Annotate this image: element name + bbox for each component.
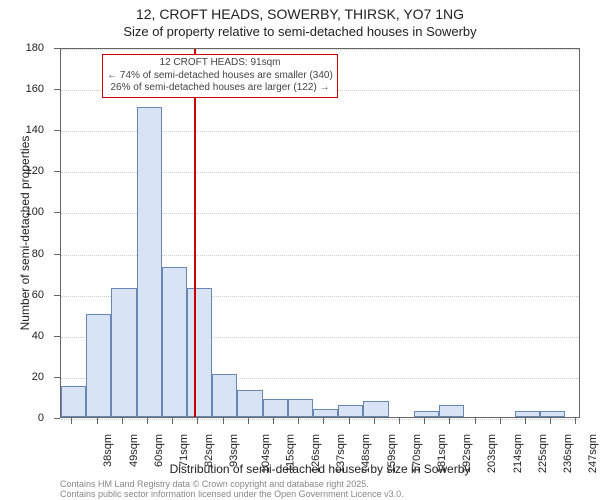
y-tick [54,254,60,255]
gridline-h [61,49,579,50]
x-tick-label: 137sqm [335,434,347,473]
y-axis-label: Number of semi-detached properties [18,48,32,418]
x-tick [424,418,425,424]
y-tick [54,377,60,378]
x-tick [248,418,249,424]
x-tick [575,418,576,424]
x-tick [323,418,324,424]
histogram-bar [338,405,363,417]
x-tick-label: 104sqm [260,434,272,473]
histogram-bar [86,314,111,417]
x-tick-label: 71sqm [178,434,190,467]
y-tick-label: 140 [4,124,44,136]
x-tick-label: 126sqm [310,434,322,473]
x-tick-label: 214sqm [512,434,524,473]
histogram-bar [540,411,565,417]
histogram-bar [263,399,288,418]
x-tick [147,418,148,424]
x-tick-label: 38sqm [102,434,114,467]
y-tick [54,48,60,49]
x-tick [71,418,72,424]
histogram-bar [137,107,162,417]
histogram-bar [187,288,212,418]
histogram-bar [288,399,313,418]
x-tick-label: 93sqm [228,434,240,467]
x-tick [449,418,450,424]
histogram-bar [61,386,86,417]
histogram-bar [515,411,540,417]
x-tick [399,418,400,424]
x-tick-label: 225sqm [537,434,549,473]
y-tick [54,295,60,296]
x-tick-label: 192sqm [461,434,473,473]
x-tick-label: 115sqm [284,434,296,472]
y-tick-label: 80 [4,248,44,260]
footer-attribution: Contains HM Land Registry data © Crown c… [60,480,404,500]
x-tick [550,418,551,424]
y-tick [54,130,60,131]
x-tick-label: 203sqm [487,434,499,473]
x-tick-label: 60sqm [153,434,165,467]
x-tick [374,418,375,424]
x-tick-label: 236sqm [562,434,574,473]
y-tick-label: 0 [4,412,44,424]
annotation-line-2: ← 74% of semi-detached houses are smalle… [107,70,333,83]
y-tick-label: 180 [4,42,44,54]
histogram-bar [111,288,136,418]
y-tick-label: 120 [4,165,44,177]
histogram-bar [414,411,439,417]
x-tick-label: 247sqm [587,434,599,473]
x-tick-label: 82sqm [203,434,215,467]
annotation-line-1: 12 CROFT HEADS: 91sqm [107,57,333,70]
y-tick-label: 20 [4,371,44,383]
x-tick [475,418,476,424]
x-tick [298,418,299,424]
histogram-bar [363,401,388,417]
x-tick [223,418,224,424]
chart-title: 12, CROFT HEADS, SOWERBY, THIRSK, YO7 1N… [0,6,600,22]
x-tick [349,418,350,424]
x-tick [273,418,274,424]
histogram-bar [162,267,187,417]
x-tick [500,418,501,424]
x-tick-label: 181sqm [436,434,448,473]
y-tick [54,171,60,172]
histogram-bar [237,390,262,417]
x-tick [197,418,198,424]
x-tick-label: 159sqm [386,434,398,473]
x-tick-label: 49sqm [128,434,140,467]
y-tick [54,89,60,90]
y-tick-label: 100 [4,206,44,218]
y-tick [54,212,60,213]
histogram-bar [439,405,464,417]
y-tick-label: 60 [4,289,44,301]
x-tick [122,418,123,424]
annotation-line-3: 26% of semi-detached houses are larger (… [107,82,333,95]
property-marker-line [194,49,196,417]
x-tick [97,418,98,424]
x-tick-label: 170sqm [411,434,423,473]
footer-line-2: Contains public sector information licen… [60,490,404,500]
gridline-h [61,419,579,420]
y-tick [54,336,60,337]
histogram-bar [212,374,237,417]
chart-root: 12, CROFT HEADS, SOWERBY, THIRSK, YO7 1N… [0,0,600,500]
histogram-bar [313,409,338,417]
y-tick [54,418,60,419]
y-tick-label: 160 [4,83,44,95]
y-tick-label: 40 [4,330,44,342]
x-tick [525,418,526,424]
x-tick-label: 148sqm [361,434,373,473]
annotation-box: 12 CROFT HEADS: 91sqm ← 74% of semi-deta… [102,54,338,98]
plot-area [60,48,580,418]
chart-subtitle: Size of property relative to semi-detach… [0,24,600,39]
x-tick [172,418,173,424]
